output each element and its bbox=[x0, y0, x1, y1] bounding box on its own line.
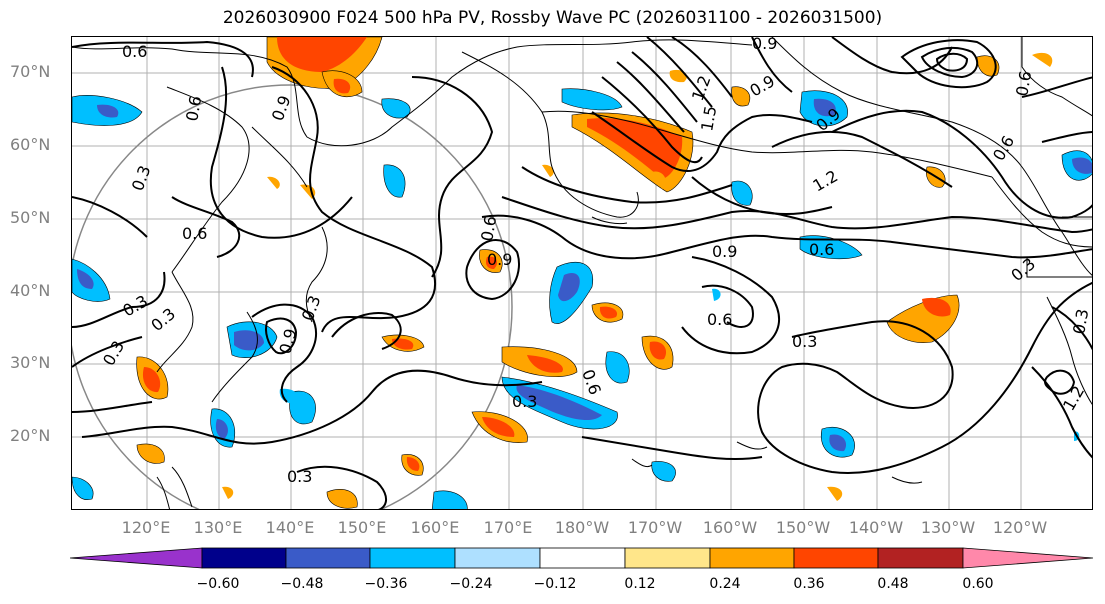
lat-label-70n: 70°N bbox=[10, 62, 51, 81]
contour-label: 0.3 bbox=[128, 163, 155, 193]
colorbar bbox=[70, 547, 1094, 569]
lon-label-150w: 150°W bbox=[775, 518, 831, 537]
contour-label: 0.9 bbox=[712, 242, 737, 261]
lon-label-120w: 120°W bbox=[992, 518, 1048, 537]
colorbar-tick: 0.48 bbox=[877, 576, 909, 592]
contour-label: 0.9 bbox=[276, 327, 301, 357]
colorbar-segment bbox=[793, 547, 879, 569]
colorbar-segment bbox=[709, 547, 795, 569]
colorbar-tick: 0.12 bbox=[624, 576, 656, 592]
colorbar-segment bbox=[70, 547, 203, 569]
colorbar-tick: 0.60 bbox=[962, 576, 994, 592]
lon-label-170w: 170°W bbox=[627, 518, 683, 537]
colorbar-tick: −0.36 bbox=[364, 576, 408, 592]
contour-label: 0.3 bbox=[1069, 307, 1092, 335]
contour-label: 0.6 bbox=[122, 42, 147, 61]
contour-label: 0.9 bbox=[752, 37, 777, 53]
positive-pv-anomalies bbox=[136, 37, 1053, 509]
contour-label: 0.6 bbox=[989, 132, 1018, 164]
lat-label-20n: 20°N bbox=[10, 426, 51, 445]
contour-labels: 0.6 0.6 0.9 0.3 0.6 0.3 0.3 0.3 0.9 0.3 … bbox=[99, 37, 1092, 486]
lon-label-150e: 150°E bbox=[337, 518, 387, 537]
colorbar-segment bbox=[454, 547, 541, 569]
lon-label-130w: 130°W bbox=[920, 518, 976, 537]
colorbar-tick: −0.12 bbox=[533, 576, 577, 592]
contour-label: 0.6 bbox=[707, 310, 732, 329]
contour-label: 0.3 bbox=[512, 392, 537, 411]
chart-title: 2026030900 F024 500 hPa PV, Rossby Wave … bbox=[222, 8, 883, 28]
lon-label-160w: 160°W bbox=[702, 518, 758, 537]
map-canvas: 0.6 0.6 0.9 0.3 0.6 0.3 0.3 0.3 0.9 0.3 … bbox=[72, 37, 1092, 509]
contour-label: 0.9 bbox=[268, 93, 295, 123]
contour-label: 0.3 bbox=[287, 467, 312, 486]
contour-label: 0.6 bbox=[182, 94, 205, 122]
colorbar-segment bbox=[877, 547, 964, 569]
lon-label-130e: 130°E bbox=[193, 518, 243, 537]
contour-label: 1.5 bbox=[697, 104, 720, 132]
contour-label: 0.6 bbox=[477, 214, 500, 242]
lon-label-140w: 140°W bbox=[848, 518, 904, 537]
colorbar-tick: 0.36 bbox=[793, 576, 825, 592]
map-panel: 0.6 0.6 0.9 0.3 0.6 0.3 0.3 0.3 0.9 0.3 … bbox=[71, 36, 1093, 510]
lon-label-120e: 120°E bbox=[121, 518, 171, 537]
lon-label-160e: 160°E bbox=[410, 518, 460, 537]
coastlines bbox=[72, 37, 1092, 509]
colorbar-segment bbox=[539, 547, 626, 569]
negative-pv-anomalies bbox=[72, 88, 1092, 509]
lat-label-50n: 50°N bbox=[10, 208, 51, 227]
colorbar-tick: 0.24 bbox=[709, 576, 741, 592]
contour-label: 1.2 bbox=[688, 73, 715, 103]
contour-label: 0.6 bbox=[182, 224, 207, 243]
lon-label-180w: 180°W bbox=[554, 518, 610, 537]
contour-label: 0.9 bbox=[747, 71, 779, 100]
lon-label-140e: 140°E bbox=[265, 518, 315, 537]
reference-circle bbox=[72, 84, 513, 509]
colorbar-tick: −0.24 bbox=[449, 576, 493, 592]
colorbar-segment bbox=[201, 547, 287, 569]
contour-label: 1.2 bbox=[810, 166, 842, 195]
contour-label: 0.6 bbox=[578, 367, 605, 397]
colorbar-tick: −0.48 bbox=[280, 576, 324, 592]
colorbar-tick: −0.60 bbox=[196, 576, 240, 592]
contour-label: 0.3 bbox=[1007, 254, 1039, 285]
colorbar-segment bbox=[624, 547, 711, 569]
lat-label-60n: 60°N bbox=[10, 135, 51, 154]
lon-label-170e: 170°E bbox=[483, 518, 533, 537]
pv-contours bbox=[72, 37, 1092, 509]
colorbar-segment bbox=[962, 547, 1094, 569]
contour-label: 0.3 bbox=[298, 293, 325, 323]
contour-label: 0.9 bbox=[487, 250, 512, 269]
lat-label-40n: 40°N bbox=[10, 281, 51, 300]
contour-label: 0.6 bbox=[1012, 69, 1035, 97]
contour-label: 0.6 bbox=[809, 240, 834, 259]
colorbar-segment bbox=[285, 547, 371, 569]
contour-label: 0.3 bbox=[120, 291, 152, 320]
contour-label: 0.3 bbox=[792, 332, 817, 351]
colorbar-segment bbox=[369, 547, 456, 569]
contour-label: 0.3 bbox=[147, 304, 179, 335]
lat-label-30n: 30°N bbox=[10, 353, 51, 372]
